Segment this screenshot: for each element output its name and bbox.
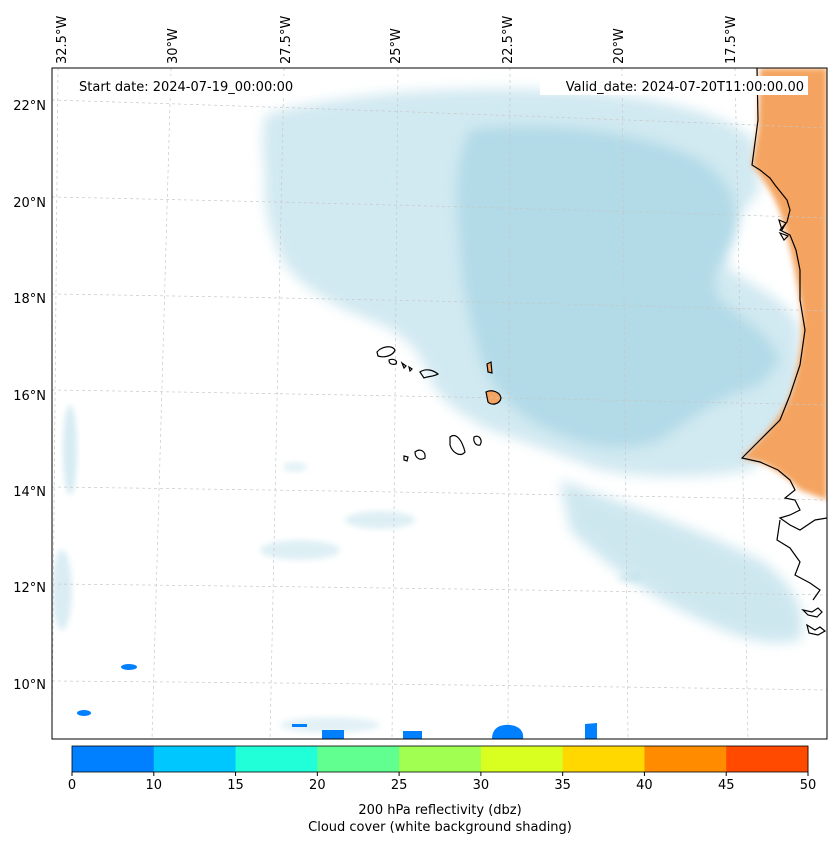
reflectivity-cells [77,664,597,739]
colorbar-bin-40-45 [644,746,727,772]
land-shading [486,68,827,500]
map-frame [51,67,828,740]
lat-label-22n: 22°N [13,99,46,114]
cloud-cover-field [52,88,803,733]
lon-label-17-5w: 17.5°W [724,16,739,64]
cape-verde-islands [376,346,502,462]
lat-label-20n: 20°N [13,196,46,211]
colorbar-tick-label: 45 [718,778,735,793]
lat-label-12n: 12°N [13,581,46,596]
lon-label-27-5w: 27.5°W [279,16,294,64]
colorbar-bin-25-30 [399,746,482,772]
coastlines [740,68,827,636]
colorbar-bin-15-20 [235,746,318,772]
colorbar-bin-30-35 [480,746,564,772]
lon-label-30w: 30°W [166,28,181,64]
colorbar-tick-label: 40 [636,778,653,793]
valid-date-box [540,76,808,95]
graticule [52,68,827,739]
colorbar-tick-label: 15 [227,778,244,793]
colorbar-tick-label: 30 [473,778,490,793]
colorbar-tick-label: 50 [800,778,817,793]
lon-label-32-5w: 32.5°W [55,16,70,64]
colorbar-bin-20-25 [317,746,400,772]
lat-label-16n: 16°N [13,389,46,404]
colorbar-tick-label: 20 [309,778,326,793]
colorbar-subtitle: Cloud cover (white background shading) [308,820,572,835]
lon-label-20w: 20°W [612,28,627,64]
colorbar: 0 10 15 20 25 30 35 40 45 50 200 hPa reflectivity… [68,745,817,835]
colorbar-bin-10-15 [153,746,237,772]
start-date-box [75,76,320,95]
lat-label-10n: 10°N [13,678,46,693]
lat-label-14n: 14°N [13,485,46,500]
lon-label-22-5w: 22.5°W [501,16,516,64]
start-date-text: Start date: 2024-07-19_00:00:00 [79,80,293,95]
colorbar-tick-label: 0 [68,778,76,793]
colorbar-tick-label: 10 [146,778,163,793]
lon-label-25w: 25°W [389,28,404,64]
colorbar-bin-35-40 [562,746,645,772]
valid-date-text: Valid_date: 2024-07-20T11:00:00.00 [566,80,804,95]
colorbar-tick-label: 35 [554,778,571,793]
lat-label-18n: 18°N [13,292,46,307]
colorbar-frame [71,745,809,773]
colorbar-title: 200 hPa reflectivity (dbz) [358,803,521,818]
colorbar-tick-label: 25 [391,778,408,793]
latitude-labels: 22°N 20°N 18°N 16°N 14°N 12°N 10°N [13,99,46,693]
colorbar-bin-0-10 [72,746,155,772]
longitude-labels: 32.5°W 30°W 27.5°W 25°W 22.5°W 20°W 17.5… [55,16,739,64]
colorbar-bin-45-50 [726,746,809,772]
